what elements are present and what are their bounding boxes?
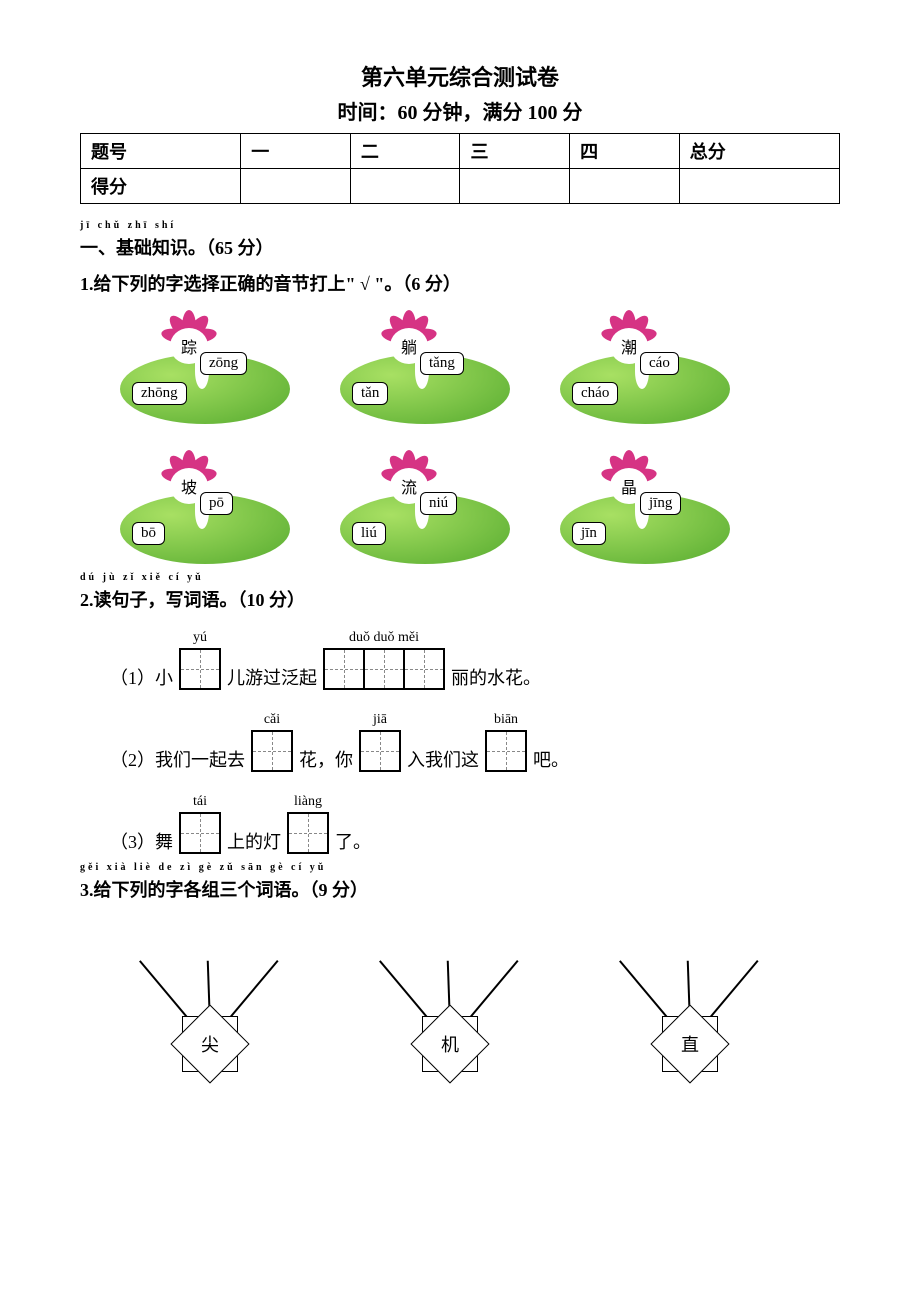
sentence: （2）我们一起去cǎi花，你jiā入我们这biān吧。	[110, 712, 840, 772]
hex-slot[interactable]	[182, 916, 234, 962]
char-box[interactable]: tái	[179, 794, 221, 854]
th: 一	[241, 134, 351, 169]
hex-unit: 尖	[110, 916, 310, 1086]
hex-slot[interactable]	[422, 916, 474, 962]
char-box[interactable]: jiā	[359, 712, 401, 772]
q1: 1.给下列的字选择正确的音节打上" √ "。（6 分）	[80, 270, 840, 296]
pinyin-option[interactable]: liú	[352, 522, 386, 545]
lotus-item: 躺tǎngtǎn	[340, 316, 510, 426]
hex-unit: 机	[350, 916, 550, 1086]
hex-slot[interactable]	[590, 916, 642, 962]
section-1: jī chǔ zhī shí一、基础知识。（65 分）	[80, 234, 840, 260]
q3-text: 3.给下列的字各组三个词语。（9 分）	[80, 880, 368, 900]
pinyin-option[interactable]: cháo	[572, 382, 618, 405]
lotus-item: 晶jīngjīn	[560, 456, 730, 566]
pinyin-option[interactable]: tǎn	[352, 382, 388, 405]
q2-sentences: （1）小yú儿游过泛起duǒ duǒ měi丽的水花。 （2）我们一起去cǎi花，…	[110, 630, 840, 854]
th: 二	[350, 134, 460, 169]
hex-slot[interactable]	[734, 916, 786, 962]
section-heading: 一、基础知识。（65 分）	[80, 238, 274, 258]
th: 三	[460, 134, 570, 169]
q2-text: 2.读句子，写词语。（10 分）	[80, 590, 305, 610]
char-box[interactable]: cǎi	[251, 712, 293, 772]
hex-slot[interactable]	[494, 916, 546, 962]
pinyin-option[interactable]: niú	[420, 492, 457, 515]
ruby: dú jù zǐ xiě cí yǔ	[80, 572, 204, 583]
th: 题号	[81, 134, 241, 169]
lotus-item: 流niúliú	[340, 456, 510, 566]
pinyin-option[interactable]: zōng	[200, 352, 247, 375]
hex-slot[interactable]	[254, 916, 306, 962]
base-char: 尖	[182, 1016, 238, 1072]
score-table: 题号 一 二 三 四 总分 得分	[80, 133, 840, 204]
row-label: 得分	[81, 169, 241, 204]
cell[interactable]	[350, 169, 460, 204]
hex-slot[interactable]	[350, 916, 402, 962]
cell[interactable]	[679, 169, 839, 204]
pinyin-option[interactable]: jīng	[640, 492, 681, 515]
char-box[interactable]: duǒ duǒ měi	[323, 630, 445, 690]
char-box[interactable]: biān	[485, 712, 527, 772]
base-char: 直	[662, 1016, 718, 1072]
lotus-item: 潮cáocháo	[560, 316, 730, 426]
th: 总分	[679, 134, 839, 169]
pinyin-option[interactable]: jīn	[572, 522, 606, 545]
q2: dú jù zǐ xiě cí yǔ2.读句子，写词语。（10 分）	[80, 586, 840, 612]
ruby: jī chǔ zhī shí	[80, 220, 176, 231]
pinyin-option[interactable]: zhōng	[132, 382, 187, 405]
lotus-item: 踪zōngzhōng	[120, 316, 290, 426]
hex-unit: 直	[590, 916, 790, 1086]
page-title: 第六单元综合测试卷	[80, 60, 840, 92]
base-char: 机	[422, 1016, 478, 1072]
cell[interactable]	[241, 169, 351, 204]
lotus-grid: 踪zōngzhōng躺tǎngtǎn潮cáocháo坡pōbō流niúliú晶j…	[120, 316, 840, 566]
pinyin-option[interactable]: cáo	[640, 352, 679, 375]
q3: gěi xià liè de zì gè zǔ sān gè cí yǔ3.给下…	[80, 876, 840, 902]
pinyin-option[interactable]: tǎng	[420, 352, 464, 375]
hex-group: 尖机直	[110, 916, 840, 1086]
cell[interactable]	[460, 169, 570, 204]
hex-slot[interactable]	[110, 916, 162, 962]
sentence: （3）舞tái上的灯liàng了。	[110, 794, 840, 854]
th: 四	[570, 134, 680, 169]
page-subtitle: 时间：60 分钟，满分 100 分	[80, 96, 840, 125]
pinyin-option[interactable]: bō	[132, 522, 165, 545]
sentence: （1）小yú儿游过泛起duǒ duǒ měi丽的水花。	[110, 630, 840, 690]
hex-slot[interactable]	[662, 916, 714, 962]
char-box[interactable]: yú	[179, 630, 221, 690]
char-box[interactable]: liàng	[287, 794, 329, 854]
ruby: gěi xià liè de zì gè zǔ sān gè cí yǔ	[80, 862, 326, 873]
lotus-item: 坡pōbō	[120, 456, 290, 566]
pinyin-option[interactable]: pō	[200, 492, 233, 515]
cell[interactable]	[570, 169, 680, 204]
